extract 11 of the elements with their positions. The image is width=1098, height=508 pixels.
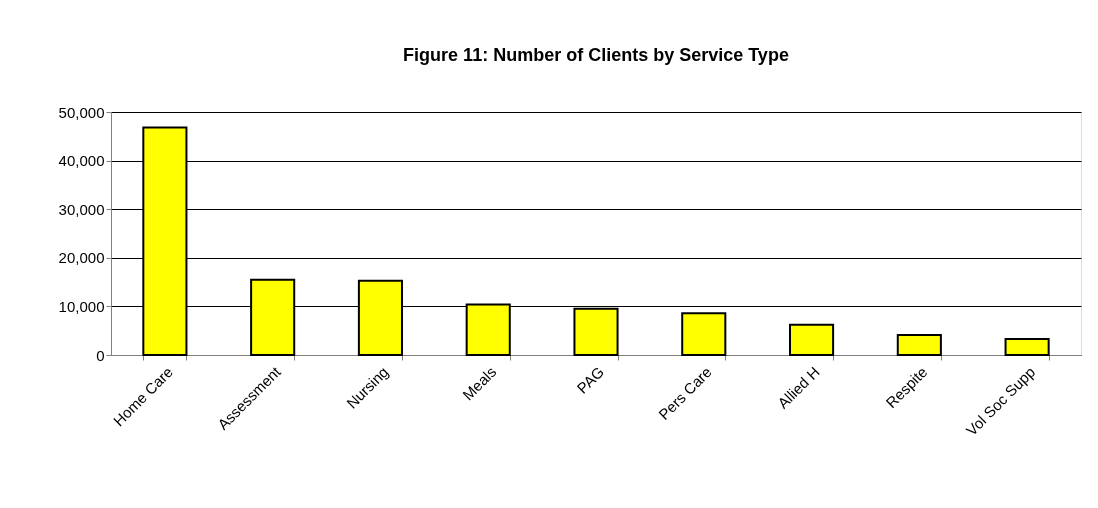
bar (789, 323, 835, 356)
y-tick-label: 40,000 (58, 152, 105, 170)
bar (681, 312, 727, 356)
y-tick-label: 50,000 (58, 103, 105, 121)
bar (896, 334, 942, 356)
bar (1004, 337, 1050, 356)
chart-title: Figure 11: Number of Clients by Service Type (403, 45, 789, 65)
y-tick-label: 30,000 (58, 200, 105, 218)
y-tick-label: 0 (96, 346, 105, 364)
y-tick-label: 20,000 (58, 249, 105, 267)
y-tick-label: 10,000 (58, 297, 105, 315)
